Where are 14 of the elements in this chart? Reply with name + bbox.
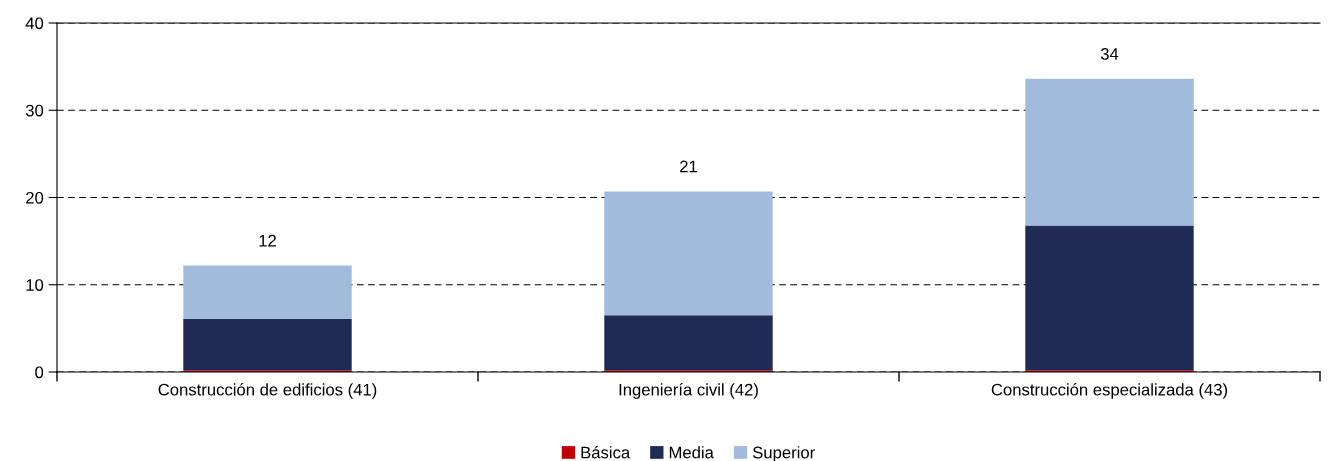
legend-label: Básica: [581, 445, 631, 459]
x-tick-label: Construcción de edificios (41): [158, 383, 377, 399]
y-tick-label: 10: [26, 279, 44, 291]
x-tick-label: Ingeniería civil (42): [619, 383, 758, 399]
total-label: 12: [259, 234, 276, 247]
y-tick-label: 40: [25, 17, 44, 30]
y-tick-label: 20: [26, 191, 44, 204]
x-tick-label: Construcción especializada (43): [991, 383, 1228, 399]
y-tick-label: 0: [35, 366, 44, 379]
legend-label: Superior: [752, 446, 815, 461]
legend-label: Media: [669, 446, 714, 459]
total-label: 34: [1100, 48, 1119, 60]
total-label: 21: [680, 160, 697, 173]
y-tick-label: 30: [25, 104, 44, 117]
